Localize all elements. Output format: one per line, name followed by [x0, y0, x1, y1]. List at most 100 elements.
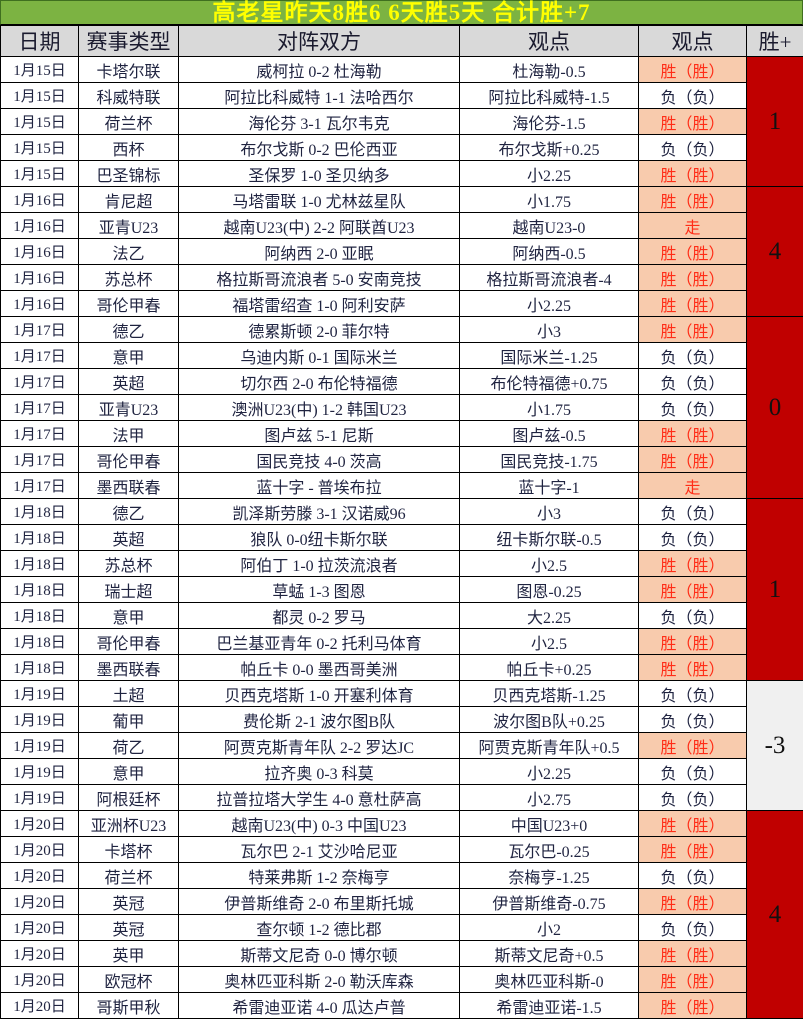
cell-match[interactable]: 都灵 0-2 罗马 — [179, 603, 460, 629]
cell-view[interactable]: 小2.5 — [460, 629, 639, 655]
cell-view[interactable]: 小1.75 — [460, 187, 639, 213]
cell-date[interactable]: 1月20日 — [1, 915, 79, 941]
cell-match[interactable]: 帕丘卡 0-0 墨西哥美洲 — [179, 655, 460, 681]
cell-league[interactable]: 土超 — [79, 681, 179, 707]
cell-league[interactable]: 哥伦甲春 — [79, 629, 179, 655]
cell-view[interactable]: 格拉斯哥流浪者-4 — [460, 265, 639, 291]
cell-league[interactable]: 亚青U23 — [79, 395, 179, 421]
cell-result[interactable]: 胜（胜） — [639, 161, 747, 187]
cell-view[interactable]: 斯蒂文尼奇+0.5 — [460, 941, 639, 967]
cell-result[interactable]: 走 — [639, 213, 747, 239]
cell-match[interactable]: 特莱弗斯 1-2 奈梅亨 — [179, 863, 460, 889]
cell-match[interactable]: 福塔雷绍查 1-0 阿利安萨 — [179, 291, 460, 317]
cell-date[interactable]: 1月19日 — [1, 733, 79, 759]
cell-league[interactable]: 荷兰杯 — [79, 109, 179, 135]
cell-match[interactable]: 伊普斯维奇 2-0 布里斯托城 — [179, 889, 460, 915]
cell-date[interactable]: 1月15日 — [1, 135, 79, 161]
cell-group-score[interactable]: 4 — [747, 811, 803, 1019]
cell-league[interactable]: 卡塔尔联 — [79, 57, 179, 83]
cell-match[interactable]: 奥林匹亚科斯 2-0 勒沃库森 — [179, 967, 460, 993]
cell-view[interactable]: 布尔戈斯+0.25 — [460, 135, 639, 161]
cell-league[interactable]: 西杯 — [79, 135, 179, 161]
cell-match[interactable]: 切尔西 2-0 布伦特福德 — [179, 369, 460, 395]
cell-result[interactable]: 负（负） — [639, 499, 747, 525]
cell-league[interactable]: 法乙 — [79, 239, 179, 265]
cell-match[interactable]: 澳洲U23(中) 1-2 韩国U23 — [179, 395, 460, 421]
cell-league[interactable]: 法甲 — [79, 421, 179, 447]
cell-match[interactable]: 拉普拉塔大学生 4-0 意杜萨高 — [179, 785, 460, 811]
cell-result[interactable]: 胜（胜） — [639, 291, 747, 317]
cell-result[interactable]: 胜（胜） — [639, 421, 747, 447]
cell-match[interactable]: 希雷迪亚诺 4-0 瓜达卢普 — [179, 993, 460, 1019]
cell-league[interactable]: 亚青U23 — [79, 213, 179, 239]
cell-date[interactable]: 1月15日 — [1, 57, 79, 83]
cell-view[interactable]: 国际米兰-1.25 — [460, 343, 639, 369]
cell-match[interactable]: 海伦芬 3-1 瓦尔韦克 — [179, 109, 460, 135]
cell-league[interactable]: 英甲 — [79, 941, 179, 967]
cell-date[interactable]: 1月16日 — [1, 213, 79, 239]
cell-result[interactable]: 胜（胜） — [639, 187, 747, 213]
cell-league[interactable]: 欧冠杯 — [79, 967, 179, 993]
cell-league[interactable]: 墨西联春 — [79, 655, 179, 681]
cell-view[interactable]: 小2.25 — [460, 161, 639, 187]
cell-result[interactable]: 胜（胜） — [639, 967, 747, 993]
cell-group-score[interactable]: 1 — [747, 499, 803, 681]
cell-result[interactable]: 胜（胜） — [639, 733, 747, 759]
cell-date[interactable]: 1月18日 — [1, 499, 79, 525]
cell-date[interactable]: 1月17日 — [1, 343, 79, 369]
cell-league[interactable]: 巴圣锦标 — [79, 161, 179, 187]
cell-league[interactable]: 荷乙 — [79, 733, 179, 759]
cell-view[interactable]: 小3 — [460, 499, 639, 525]
cell-date[interactable]: 1月18日 — [1, 603, 79, 629]
cell-date[interactable]: 1月17日 — [1, 473, 79, 499]
cell-view[interactable]: 中国U23+0 — [460, 811, 639, 837]
cell-match[interactable]: 圣保罗 1-0 圣贝纳多 — [179, 161, 460, 187]
cell-result[interactable]: 负（负） — [639, 343, 747, 369]
cell-date[interactable]: 1月16日 — [1, 265, 79, 291]
cell-match[interactable]: 德累斯顿 2-0 菲尔特 — [179, 317, 460, 343]
cell-match[interactable]: 查尔顿 1-2 德比郡 — [179, 915, 460, 941]
cell-date[interactable]: 1月20日 — [1, 967, 79, 993]
cell-date[interactable]: 1月17日 — [1, 369, 79, 395]
cell-date[interactable]: 1月15日 — [1, 161, 79, 187]
cell-date[interactable]: 1月18日 — [1, 629, 79, 655]
cell-date[interactable]: 1月15日 — [1, 109, 79, 135]
cell-date[interactable]: 1月18日 — [1, 655, 79, 681]
cell-view[interactable]: 图卢兹-0.5 — [460, 421, 639, 447]
cell-match[interactable]: 阿拉比科威特 1-1 法哈西尔 — [179, 83, 460, 109]
cell-league[interactable]: 哥斯甲秋 — [79, 993, 179, 1019]
cell-match[interactable]: 图卢兹 5-1 尼斯 — [179, 421, 460, 447]
cell-match[interactable]: 草蜢 1-3 图恩 — [179, 577, 460, 603]
cell-match[interactable]: 拉齐奥 0-3 科莫 — [179, 759, 460, 785]
cell-league[interactable]: 瑞士超 — [79, 577, 179, 603]
cell-result[interactable]: 胜（胜） — [639, 239, 747, 265]
cell-view[interactable]: 小2.5 — [460, 551, 639, 577]
cell-view[interactable]: 波尔图B队+0.25 — [460, 707, 639, 733]
cell-result[interactable]: 胜（胜） — [639, 551, 747, 577]
cell-league[interactable]: 亚洲杯U23 — [79, 811, 179, 837]
cell-date[interactable]: 1月18日 — [1, 577, 79, 603]
cell-view[interactable]: 阿贾克斯青年队+0.5 — [460, 733, 639, 759]
cell-result[interactable]: 走 — [639, 473, 747, 499]
cell-date[interactable]: 1月20日 — [1, 863, 79, 889]
cell-date[interactable]: 1月17日 — [1, 421, 79, 447]
cell-result[interactable]: 负（负） — [639, 759, 747, 785]
